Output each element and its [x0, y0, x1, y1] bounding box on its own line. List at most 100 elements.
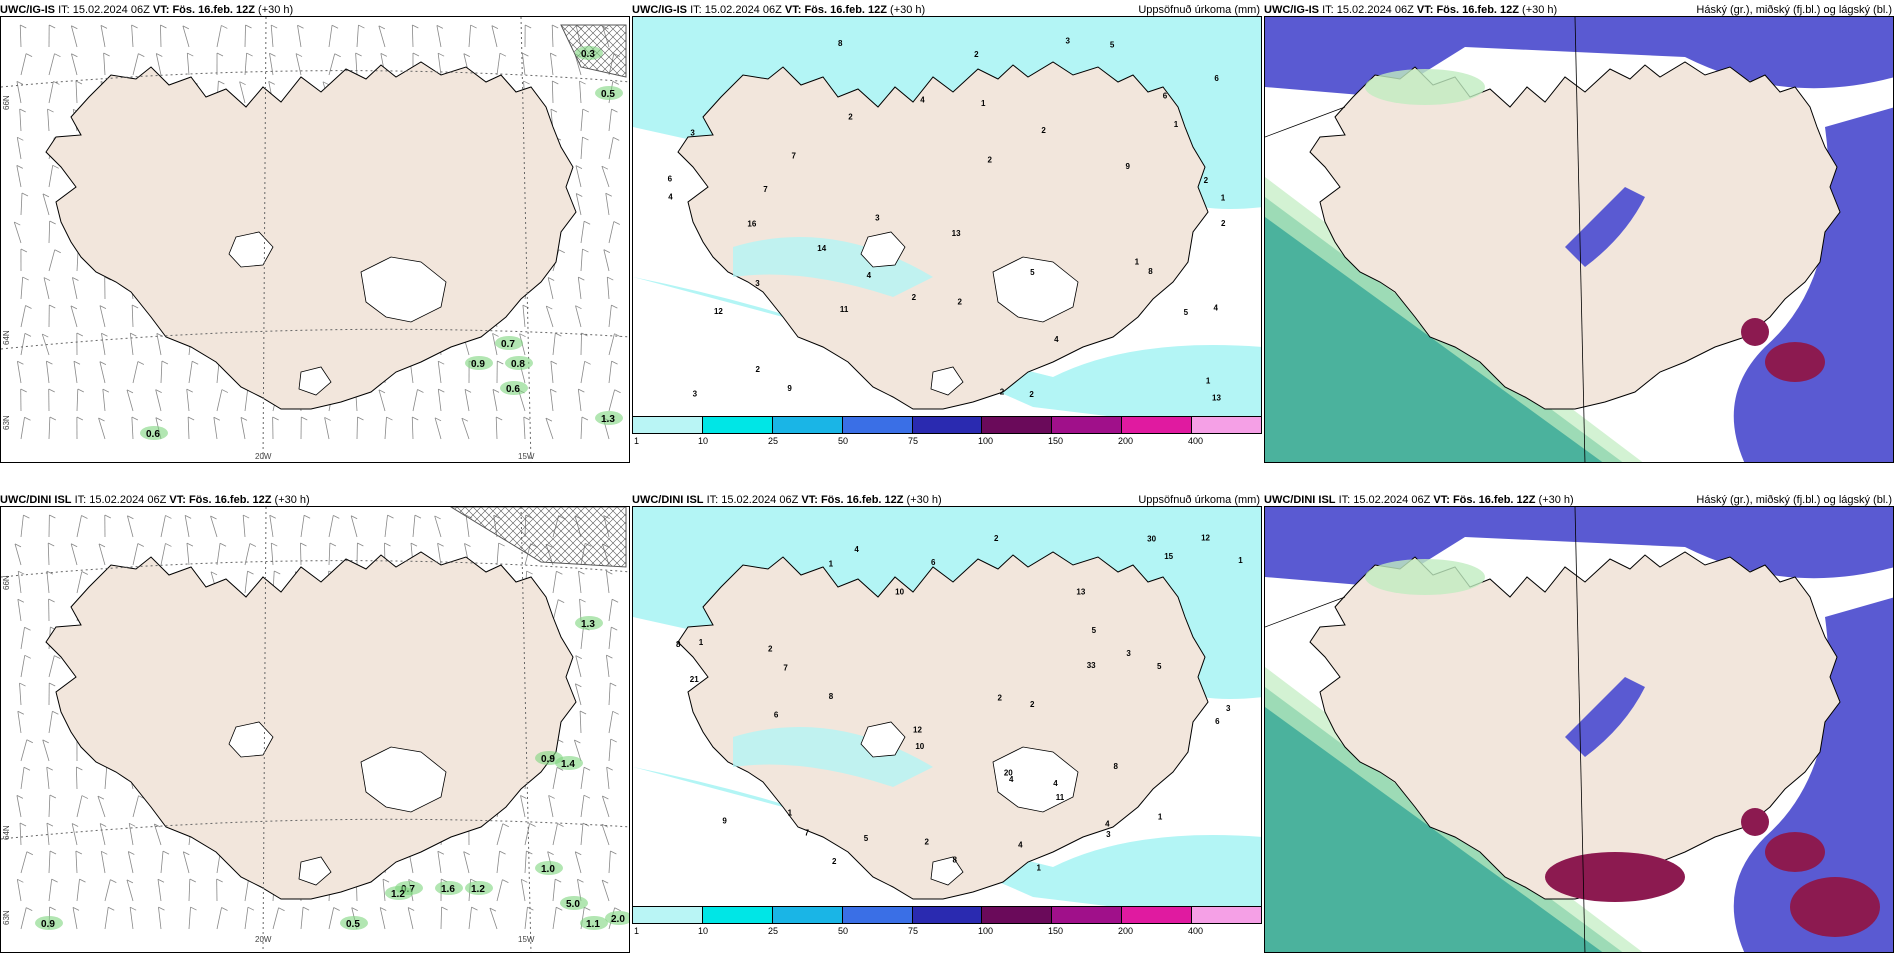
wind-barb [99, 544, 105, 565]
precip-value: 30 [1147, 534, 1156, 543]
issue-time: 15.02.2024 06Z [721, 494, 798, 506]
wind-barb-feather [78, 389, 84, 392]
wind-barb-feather [271, 543, 277, 546]
wind-barb-feather [585, 361, 591, 364]
wind-barb [43, 740, 49, 761]
wind-barb [21, 515, 23, 537]
wind-barb [413, 389, 417, 411]
precip-value: 5 [1092, 626, 1097, 635]
lead-time: (+30 h) [258, 4, 293, 16]
precip-value: 6 [931, 558, 936, 567]
precip-value: 11 [840, 305, 849, 314]
wind-barb [18, 599, 21, 621]
wind-barb [100, 362, 105, 383]
precip-value: 4 [1054, 335, 1059, 344]
valid-time: Fös. 16.feb. 12Z [172, 4, 255, 16]
wind-barb [132, 305, 133, 327]
wind-barb [469, 25, 471, 47]
legend-swatch [633, 907, 703, 923]
wind-barb-feather [162, 361, 168, 364]
wind-barb-feather [580, 599, 586, 602]
lat-label-63: 63N [2, 415, 11, 430]
wind-barb-feather [438, 543, 444, 546]
wind-barb-feather [105, 515, 111, 518]
issue-time: 15.02.2024 06Z [1353, 494, 1430, 506]
wind-barb-feather [46, 361, 52, 364]
heavy-cloud-core [1765, 832, 1825, 872]
wind-barb-feather [191, 907, 197, 910]
precip-value: 2 [924, 838, 929, 847]
wind-barb [329, 25, 332, 47]
legend-swatch [982, 907, 1052, 923]
wind-barb [245, 389, 248, 411]
legend-tick: 1 [634, 926, 639, 936]
wind-barb-feather [415, 515, 421, 518]
wind-barb-feather [50, 907, 56, 910]
wind-barb-feather [79, 879, 85, 882]
wind-barb [21, 655, 25, 677]
wind-barb-feather [55, 54, 61, 57]
precip-value: 3 [1106, 830, 1111, 839]
lon-label-20: 20W [255, 935, 271, 944]
wind-barb-feather [303, 907, 309, 910]
lon-label-15: 15W [518, 935, 534, 944]
lead-time: (+30 h) [1522, 4, 1557, 16]
precip-value: 2 [768, 644, 773, 653]
wind-barb [183, 26, 189, 47]
legend-swatch [1052, 907, 1122, 923]
wind-barb-feather [247, 53, 253, 56]
precip-value: 2 [1221, 219, 1226, 228]
wind-barb [438, 851, 441, 873]
precip-value: 10 [915, 742, 924, 751]
wind-barb [241, 417, 245, 439]
wind-barb [576, 656, 581, 677]
wind-barb-feather [26, 305, 32, 308]
cloud-map[interactable] [1264, 506, 1894, 953]
precip-value: 1 [1174, 120, 1179, 129]
wind-barb-feather [217, 53, 223, 56]
wind-barb [71, 26, 77, 47]
iceland-land [46, 552, 576, 899]
lat-label-66: 66N [2, 95, 11, 110]
wind-barb-feather [330, 543, 336, 546]
wind-map[interactable]: 1.30.91.41.21.60.71.21.05.01.12.00.50.9 [0, 506, 630, 953]
vt-prefix: VT: [1433, 494, 1450, 506]
wind-barb [21, 627, 24, 649]
wind-barb [578, 277, 581, 299]
wind-barb [76, 851, 77, 873]
valid-time: Fös. 16.feb. 12Z [1436, 4, 1519, 16]
heavy-cloud-core [1741, 318, 1769, 346]
valid-time: Fös. 16.feb. 12Z [821, 494, 904, 506]
precip-value: 2 [974, 50, 979, 59]
wind-barb [413, 515, 415, 537]
wind-barb-feather [24, 767, 30, 770]
wind-barb-feather [76, 851, 82, 854]
wind-barb-feather [241, 417, 247, 420]
wind-barb-feather [188, 417, 194, 420]
wind-barb [21, 767, 24, 789]
heavy-cloud-core [1545, 852, 1685, 902]
precip-value: 8 [1148, 267, 1153, 276]
precip-value: 21 [690, 675, 699, 684]
precip-value: 6 [774, 711, 779, 720]
wind-barb [462, 418, 469, 439]
wind-barb [49, 165, 53, 187]
wind-barb-feather [556, 571, 562, 574]
wind-barb [189, 361, 192, 383]
wind-barb [21, 54, 26, 75]
legend-swatch [913, 907, 983, 923]
wind-barb [161, 851, 163, 873]
wind-barb [273, 908, 279, 929]
wind-barb [300, 543, 301, 565]
wind-barb [21, 417, 24, 439]
lead-time: (+30 h) [907, 494, 942, 506]
precip-value: 1 [1135, 258, 1140, 267]
wind-barb [441, 907, 442, 929]
precip-value: 12 [714, 307, 723, 316]
wind-barb [47, 571, 49, 593]
cloud-map[interactable] [1264, 16, 1894, 463]
wind-barb-feather [584, 907, 590, 910]
